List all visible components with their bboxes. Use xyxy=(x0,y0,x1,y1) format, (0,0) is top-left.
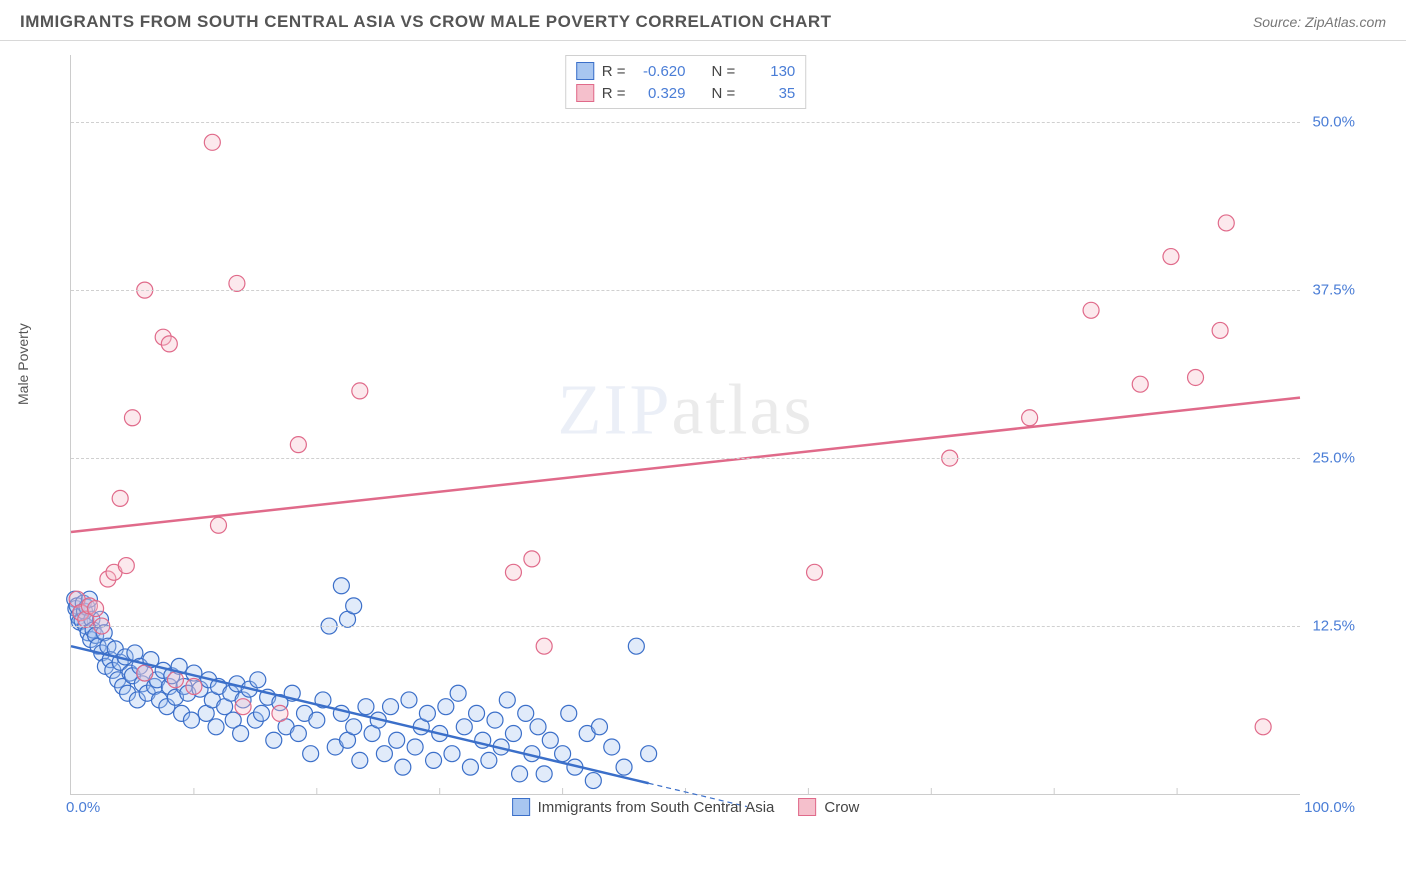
legend-swatch xyxy=(576,62,594,80)
chart-title: IMMIGRANTS FROM SOUTH CENTRAL ASIA VS CR… xyxy=(20,12,832,32)
legend-item: Crow xyxy=(798,798,859,816)
scatter-plot-svg xyxy=(71,55,1300,794)
x-tick-label: 0.0% xyxy=(66,799,100,816)
legend-row: R = 0.329 N = 35 xyxy=(576,82,796,104)
x-tick-label: 100.0% xyxy=(1304,799,1355,816)
y-tick-label: 37.5% xyxy=(1312,282,1355,299)
correlation-legend: R = -0.620 N = 130 R = 0.329 N = 35 xyxy=(565,55,807,109)
legend-swatch xyxy=(512,798,530,816)
legend-row: R = -0.620 N = 130 xyxy=(576,60,796,82)
y-tick-label: 50.0% xyxy=(1312,114,1355,131)
y-axis-label: Male Poverty xyxy=(15,323,31,405)
source-label: Source: ZipAtlas.com xyxy=(1253,14,1386,30)
chart-container: Male Poverty ZIPatlas R = -0.620 N = 130… xyxy=(50,55,1360,815)
y-tick-label: 25.0% xyxy=(1312,450,1355,467)
legend-item: Immigrants from South Central Asia xyxy=(512,798,775,816)
legend-swatch xyxy=(576,84,594,102)
series-legend: Immigrants from South Central Asia Crow xyxy=(512,798,860,816)
legend-swatch xyxy=(798,798,816,816)
header: IMMIGRANTS FROM SOUTH CENTRAL ASIA VS CR… xyxy=(0,0,1406,41)
plot-area: ZIPatlas R = -0.620 N = 130 R = 0.329 N … xyxy=(70,55,1300,795)
y-tick-label: 12.5% xyxy=(1312,618,1355,635)
